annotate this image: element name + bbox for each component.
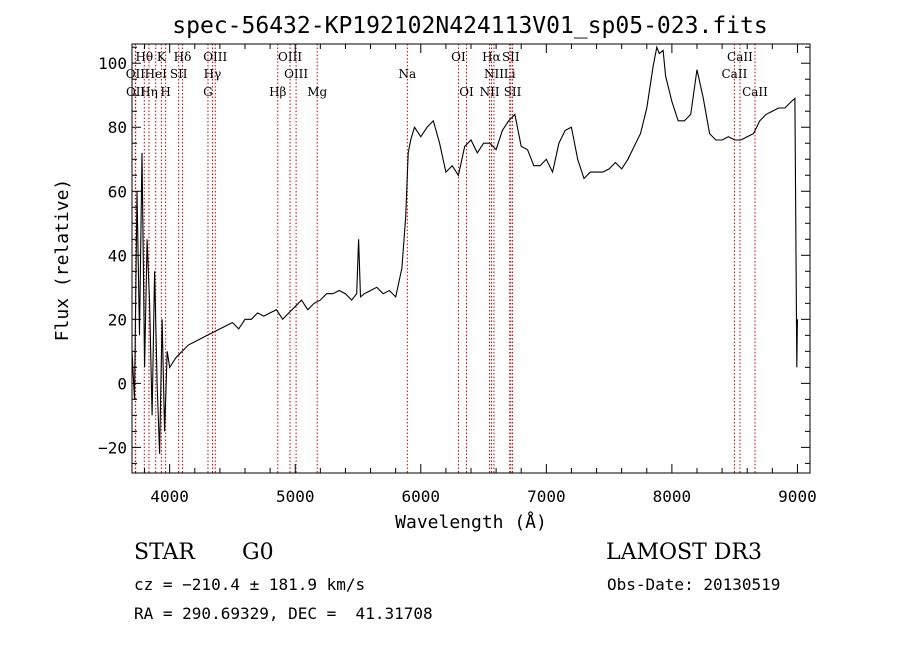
y-tick-label: 20 xyxy=(108,310,127,329)
y-tick-label: 40 xyxy=(108,246,127,265)
line-label-20: H xyxy=(160,85,170,99)
line-label-7: SII xyxy=(502,50,520,64)
line-label-2: Hδ xyxy=(174,50,192,64)
x-axis-label: Wavelength (Å) xyxy=(395,511,547,533)
line-label-14: Na xyxy=(399,67,417,81)
chart-title: spec-56432-KP192102N424113V01_sp05-023.f… xyxy=(172,13,767,39)
line-label-5: OI xyxy=(451,50,466,64)
line-label-8: CaII xyxy=(727,50,753,64)
line-label-16: Li xyxy=(504,67,516,81)
line-label-10: HeI xyxy=(145,67,168,81)
x-axis-ticks: 4000 5000 6000 7000 8000 9000 xyxy=(144,44,817,506)
line-label-23: Mg xyxy=(307,85,327,99)
line-label-0: Hθ xyxy=(135,50,153,64)
spectrum-chart: spec-56432-KP192102N424113V01_sp05-023.f… xyxy=(52,13,817,533)
line-label-25: NII xyxy=(480,85,500,99)
coordinates: RA = 290.69329, DEC = 41.31708 xyxy=(134,604,433,623)
line-label-4: OIII xyxy=(278,50,302,64)
line-label-21: G xyxy=(203,85,213,99)
line-label-18: OII xyxy=(126,85,146,99)
object-subclass: G0 xyxy=(242,540,274,565)
plot-frame xyxy=(131,43,811,474)
line-label-3: OIII xyxy=(203,50,227,64)
object-class: STAR xyxy=(134,540,195,565)
line-label-1: K xyxy=(157,50,167,64)
spectral-line-markers xyxy=(134,44,756,473)
y-tick-label: 60 xyxy=(108,182,127,201)
y-axis-label: Flux (relative) xyxy=(52,179,73,342)
observation-date: Obs-Date: 20130519 xyxy=(607,575,781,594)
x-tick-label: 8000 xyxy=(653,487,692,506)
line-label-24: OI xyxy=(459,85,474,99)
line-label-27: CaII xyxy=(742,85,768,99)
y-axis-ticks: −20 0 20 40 60 80 100 xyxy=(98,46,810,464)
x-tick-label: 4000 xyxy=(150,487,189,506)
y-tick-label: 80 xyxy=(108,118,127,137)
line-label-26: SII xyxy=(504,85,522,99)
x-tick-label: 9000 xyxy=(778,487,817,506)
line-label-12: Hγ xyxy=(204,67,222,81)
y-tick-label: 100 xyxy=(98,54,127,73)
line-label-22: Hβ xyxy=(269,85,286,99)
x-tick-label: 5000 xyxy=(276,487,315,506)
redshift-cz: cz = −210.4 ± 181.9 km/s xyxy=(134,575,366,594)
survey-name: LAMOST DR3 xyxy=(606,540,762,565)
line-label-15: NII xyxy=(484,67,504,81)
line-label-6: Hα xyxy=(482,50,501,64)
y-tick-label: −20 xyxy=(98,438,127,457)
y-tick-label: 0 xyxy=(117,374,127,393)
line-label-9: OII xyxy=(126,67,146,81)
line-label-11: SII xyxy=(170,67,188,81)
spectrum-trace xyxy=(131,45,798,454)
line-label-17: CaII xyxy=(722,67,748,81)
line-label-19: Hη xyxy=(140,85,158,99)
x-tick-label: 7000 xyxy=(527,487,566,506)
x-tick-label: 6000 xyxy=(402,487,441,506)
line-label-13: OIII xyxy=(284,67,308,81)
